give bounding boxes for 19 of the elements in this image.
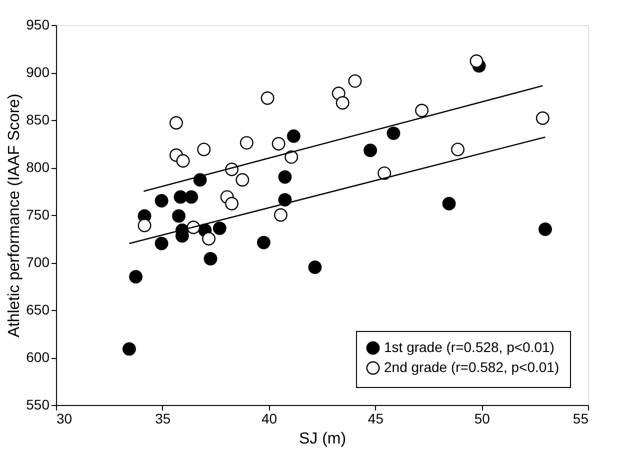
x-tick-label: 35 [155,410,171,426]
y-tick-label: 750 [26,206,50,222]
y-tick-label: 850 [26,112,50,128]
x-tick-label: 55 [572,410,589,426]
x-tick-label: 40 [262,410,278,426]
x-tick-label: 45 [368,410,384,426]
y-tick-label: 700 [26,254,50,270]
y-tick-label: 550 [26,396,50,412]
y-tick-label: 600 [26,349,50,365]
y-tick-label: 900 [26,64,50,80]
x-tick-label: 50 [474,410,490,426]
x-axis-title: SJ (m) [298,430,346,448]
y-tick-label: 650 [26,302,50,318]
y-axis-title: Athletic performance (IAAF Score) [6,94,24,338]
y-tick-label: 800 [26,159,50,175]
legend-label: 2nd grade (r=0.582, p<0.01) [384,359,560,375]
legend-label: 1st grade (r=0.528, p<0.01) [384,339,554,355]
x-tick-label: 30 [56,410,72,426]
y-tick-label: 950 [26,16,50,32]
